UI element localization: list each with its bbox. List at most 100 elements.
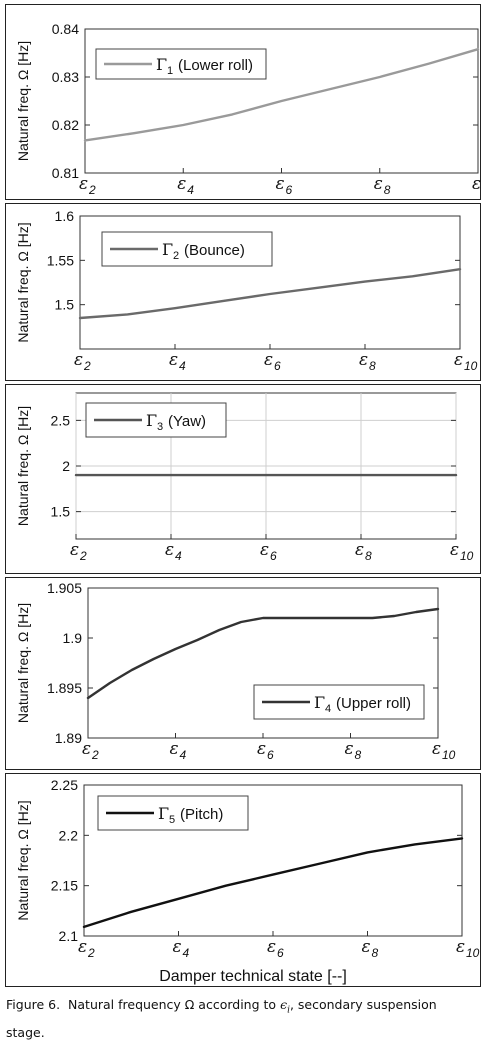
y-tick-label: 2.15 — [51, 878, 78, 894]
legend-label: (Pitch) — [180, 806, 223, 823]
x-tick-label: ε — [432, 739, 441, 759]
legend-symbol-sub: 3 — [157, 421, 163, 433]
y-tick-label: 0.82 — [52, 117, 79, 133]
y-tick-label: 2 — [62, 458, 70, 474]
chart-lower-roll: 0.810.820.830.84ε2ε4ε6ε8ε10Natural freq.… — [15, 21, 481, 197]
legend-symbol: Γ — [314, 693, 325, 712]
series-line — [82, 837, 464, 929]
x-tick-label-sub: 6 — [274, 359, 281, 373]
y-tick-label: 0.81 — [52, 165, 79, 181]
x-tick-label: ε — [362, 937, 371, 957]
panel-lower-roll: 0.810.820.830.84ε2ε4ε6ε8ε10Natural freq.… — [5, 4, 481, 200]
x-tick-label-sub: 2 — [79, 549, 87, 563]
legend-label: (Bounce) — [184, 242, 245, 259]
x-tick-label-sub: 6 — [270, 549, 277, 563]
x-tick-label-sub: 4 — [183, 946, 190, 960]
x-tick-label-sub: 6 — [286, 183, 293, 197]
x-tick-label: ε — [260, 540, 269, 560]
caption-symbol: ϵ — [280, 997, 288, 1012]
y-axis-label: Natural freq. Ω [Hz] — [15, 406, 31, 526]
caption-line2: stage. — [6, 1024, 45, 1040]
x-tick-label: ε — [276, 174, 285, 194]
x-tick-label-sub: 10 — [466, 946, 480, 960]
x-tick-label-sub: 8 — [355, 748, 362, 762]
caption-text-before: Natural frequency Ω according to — [68, 997, 277, 1012]
x-tick-label: ε — [70, 540, 79, 560]
x-tick-label: ε — [170, 739, 179, 759]
y-tick-label: 2.25 — [51, 777, 78, 793]
y-tick-label: 1.6 — [55, 208, 75, 224]
y-tick-label: 2.5 — [51, 412, 71, 428]
x-tick-label-sub: 6 — [267, 748, 274, 762]
x-tick-label: ε — [169, 350, 178, 370]
x-tick-label: ε — [264, 350, 273, 370]
legend-symbol-sub: 1 — [167, 65, 173, 77]
panel-pitch: 2.1 2.15 2.2 2.25 ε 2 ε 4 ε 6 ε 8 ε 10 Natural freq. Ω… — [5, 773, 481, 987]
y-tick-label: 2.1 — [59, 928, 79, 944]
x-tick-label: ε — [359, 350, 368, 370]
y-tick-label: 1.5 — [55, 297, 75, 313]
y-tick-label: 1.9 — [63, 630, 83, 646]
y-tick-label: 1.895 — [47, 680, 82, 696]
legend-label: (Lower roll) — [178, 57, 253, 74]
y-tick-label: 1.55 — [47, 252, 74, 268]
panel-yaw: 1.5 2 2.5 ε 2 ε 4 ε 6 ε 8 ε 10 Natural freq. Ω [Hz] Γ 3… — [5, 384, 481, 574]
series-line — [83, 48, 480, 142]
x-tick-label-sub: 10 — [442, 748, 456, 762]
legend-label: (Yaw) — [168, 413, 206, 430]
x-tick-label-sub: 2 — [87, 946, 95, 960]
x-tick-label: ε — [173, 937, 182, 957]
legend-label: (Upper roll) — [336, 695, 411, 712]
y-tick-label: 1.5 — [51, 504, 71, 520]
y-tick-label: 1.905 — [47, 580, 82, 596]
x-tick-label-sub: 4 — [187, 183, 194, 197]
panel-upper-roll: 1.89 1.895 1.9 1.905 ε 2 ε 4 ε 6 ε 8 ε 10 Natural freq… — [5, 577, 481, 770]
series-line — [78, 267, 462, 320]
x-tick-label: ε — [74, 350, 83, 370]
x-tick-label: ε — [454, 350, 463, 370]
y-tick-label: 0.84 — [52, 21, 79, 37]
x-tick-label-sub: 4 — [180, 748, 187, 762]
x-tick-label: ε — [165, 540, 174, 560]
x-tick-label-sub: 8 — [365, 549, 372, 563]
legend-symbol: Γ — [158, 804, 169, 823]
x-tick-label-sub: 4 — [175, 549, 182, 563]
x-tick-label-sub: 4 — [179, 359, 186, 373]
caption-symbol-sub: i — [287, 1005, 290, 1016]
x-tick-label: ε — [78, 937, 87, 957]
x-tick-label-sub: 8 — [369, 359, 376, 373]
y-tick-label: 2.2 — [59, 827, 79, 843]
x-tick-label: ε — [456, 937, 465, 957]
x-tick-label: ε — [450, 540, 459, 560]
x-tick-label: ε — [82, 739, 91, 759]
y-axis-label: Natural freq. Ω [Hz] — [15, 41, 31, 161]
panel-bounce: 1.5 1.55 1.6 ε 2 ε 4 ε 6 ε 8 ε 10 Natural freq. Ω [Hz… — [5, 203, 481, 381]
series-line — [86, 607, 440, 700]
y-axis-label: Natural freq. Ω [Hz] — [15, 222, 31, 342]
caption-text-after: , secondary suspension — [289, 997, 437, 1012]
caption-prefix: Figure 6. — [6, 997, 61, 1012]
x-tick-label: ε — [374, 174, 383, 194]
legend-symbol-sub: 4 — [325, 703, 331, 715]
y-axis-label: Natural freq. Ω [Hz] — [15, 603, 31, 723]
x-tick-label: ε — [472, 174, 481, 194]
y-axis-label: Natural freq. Ω [Hz] — [15, 800, 31, 920]
x-tick-label: ε — [257, 739, 266, 759]
x-tick-label: ε — [355, 540, 364, 560]
x-tick-label-sub: 2 — [83, 359, 91, 373]
y-tick-label: 0.83 — [52, 69, 79, 85]
legend-symbol: Γ — [156, 55, 167, 74]
x-tick-label: ε — [79, 174, 88, 194]
legend-symbol: Γ — [146, 411, 157, 430]
x-tick-label: ε — [267, 937, 276, 957]
x-axis-label: Damper technical state [--] — [159, 968, 347, 985]
x-tick-label: ε — [345, 739, 354, 759]
figure-caption: Figure 6. Natural frequency Ω according … — [6, 994, 482, 1043]
x-tick-label-sub: 8 — [372, 946, 379, 960]
legend-symbol-sub: 5 — [169, 814, 175, 826]
x-tick-label-sub: 10 — [460, 549, 474, 563]
x-tick-label-sub: 8 — [384, 183, 391, 197]
